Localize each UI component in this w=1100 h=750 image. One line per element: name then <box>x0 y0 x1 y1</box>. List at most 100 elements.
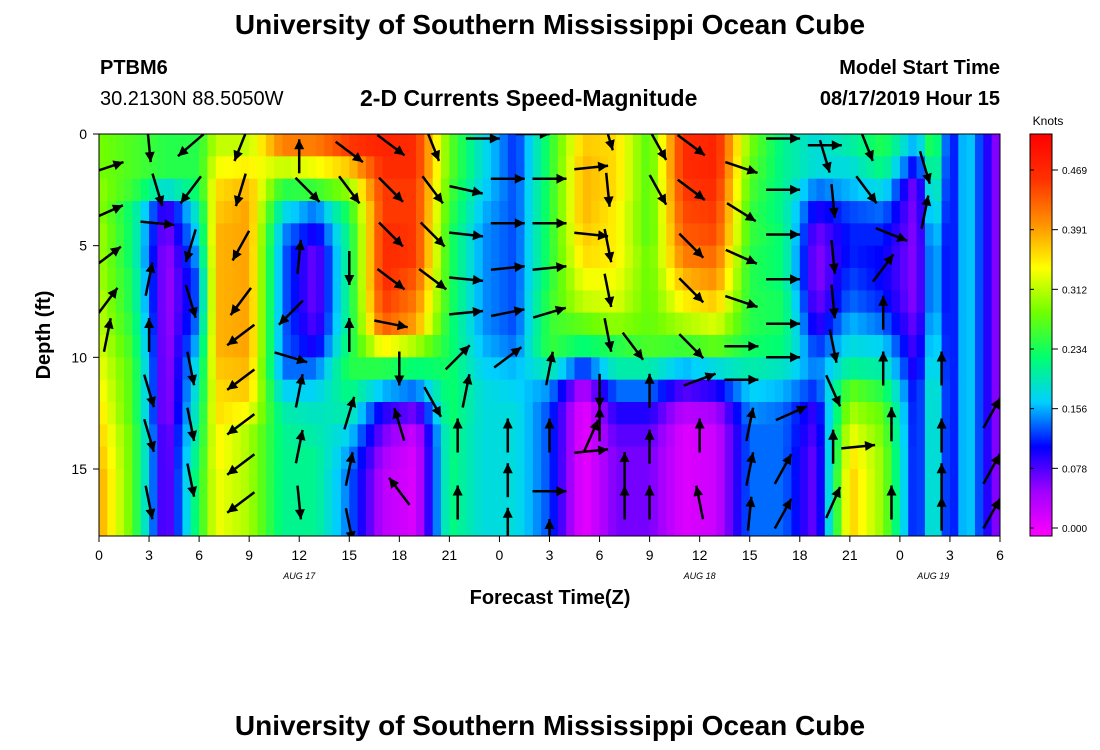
heatmap-cell <box>949 402 959 425</box>
heatmap-cell <box>215 402 225 425</box>
heatmap-cell <box>908 134 918 157</box>
heatmap-cell <box>315 268 325 291</box>
current-vector-arrow <box>725 248 758 265</box>
heatmap-cell <box>149 446 158 470</box>
heatmap-cell <box>174 134 184 157</box>
heatmap-cell <box>632 312 642 336</box>
heatmap-cell <box>682 424 692 448</box>
heatmap-cell <box>265 312 275 336</box>
heatmap-cell <box>474 513 484 536</box>
heatmap-cell <box>541 491 551 515</box>
heatmap-cell <box>124 469 133 492</box>
heatmap-cell <box>390 379 400 403</box>
heatmap-cell <box>274 335 284 358</box>
heatmap-cell <box>532 134 542 157</box>
heatmap-cell <box>582 402 592 425</box>
heatmap-cell <box>424 134 434 157</box>
heatmap-cell <box>724 379 734 403</box>
heatmap-cell <box>983 290 993 314</box>
heatmap-cell <box>274 513 284 536</box>
heatmap-cell <box>833 379 843 403</box>
heatmap-cell <box>307 402 317 425</box>
heatmap-cell <box>132 379 142 403</box>
heatmap-cell <box>974 491 984 515</box>
heatmap-cell <box>899 290 909 314</box>
heatmap-cell <box>224 491 234 515</box>
heatmap-cell <box>616 134 626 157</box>
heatmap-cell <box>274 402 284 425</box>
heatmap-cell <box>541 156 551 180</box>
heatmap-cell <box>240 379 250 403</box>
heatmap-cell <box>632 268 642 291</box>
x-tick-label: 6 <box>596 547 604 563</box>
heatmap-cell <box>574 178 584 202</box>
heatmap-cell <box>699 357 709 381</box>
heatmap-cell <box>607 312 617 336</box>
heatmap-cell <box>107 491 117 515</box>
x-tick-label: 21 <box>442 547 458 563</box>
heatmap-cell <box>157 491 167 515</box>
heatmap-cell <box>441 469 450 492</box>
heatmap-cell <box>182 223 192 247</box>
heatmap-cell <box>382 357 392 381</box>
heatmap-cell <box>224 446 234 470</box>
heatmap-cell <box>816 513 826 536</box>
heatmap-cell <box>374 156 384 180</box>
heatmap-cell <box>858 290 868 314</box>
heatmap-cell <box>549 268 559 291</box>
heatmap-cell <box>99 178 108 202</box>
heatmap-cell <box>632 335 642 358</box>
heatmap-cell <box>157 402 167 425</box>
current-vector-arrow <box>144 134 155 163</box>
heatmap-cell <box>491 335 501 358</box>
heatmap-cell <box>132 156 142 180</box>
heatmap-cell <box>315 223 325 247</box>
heatmap-cell <box>799 134 809 157</box>
heatmap-cell <box>157 268 167 291</box>
heatmap-cell <box>416 156 425 180</box>
heatmap-cell <box>332 245 342 269</box>
heatmap-cell <box>891 223 901 247</box>
heatmap-cell <box>257 245 267 269</box>
heatmap-cell <box>541 290 551 314</box>
heatmap-cell <box>215 491 225 515</box>
current-vector-arrow <box>982 453 1000 485</box>
heatmap-cell <box>491 469 501 492</box>
heatmap-cell <box>532 379 542 403</box>
heatmap-cell <box>507 469 517 492</box>
heatmap-cell <box>340 245 350 269</box>
heatmap-cell <box>674 201 684 224</box>
heatmap-cell <box>991 402 1000 425</box>
heatmap-cell <box>949 424 959 448</box>
heatmap-cell <box>766 201 776 224</box>
current-vector-arrow <box>594 373 605 408</box>
heatmap-cell <box>432 491 442 515</box>
heatmap-cell <box>199 402 209 425</box>
heatmap-cell <box>966 424 976 448</box>
heatmap-cell <box>424 156 434 180</box>
heatmap-cell <box>107 357 117 381</box>
current-vector-arrow <box>644 373 655 408</box>
heatmap-cell <box>591 446 601 470</box>
heatmap-cell <box>749 379 759 403</box>
heatmap-cell <box>774 134 784 157</box>
heatmap-cell <box>324 268 334 291</box>
heatmap-cell <box>733 379 742 403</box>
heatmap-cell <box>858 491 868 515</box>
heatmap-cell <box>315 469 325 492</box>
heatmap-cell <box>874 491 884 515</box>
heatmap-cell <box>574 446 584 470</box>
heatmap-cell <box>482 424 492 448</box>
heatmap-cell <box>666 513 676 536</box>
heatmap-cell <box>274 245 284 269</box>
heatmap-cell <box>249 446 259 470</box>
heatmap-cell <box>232 402 242 425</box>
heatmap-cell <box>224 469 234 492</box>
heatmap-cell <box>691 223 701 247</box>
heatmap-cell <box>299 469 309 492</box>
heatmap-cell <box>716 312 726 336</box>
heatmap-cell <box>207 134 217 157</box>
heatmap-cell <box>949 178 959 202</box>
heatmap-cell <box>741 424 751 448</box>
heatmap-cell <box>466 513 476 536</box>
